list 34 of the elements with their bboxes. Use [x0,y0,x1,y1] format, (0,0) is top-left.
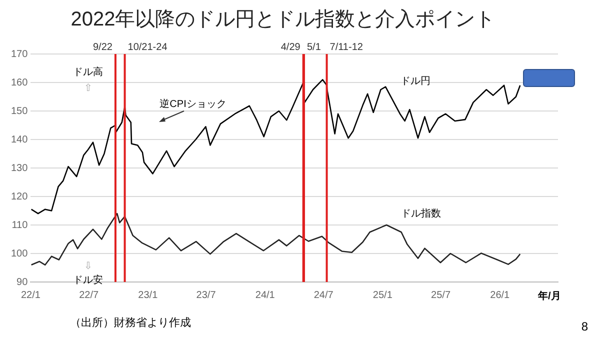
annotation: ドル安 [73,274,103,286]
x-axis-title: 年/月 [537,290,561,302]
x-tick-label: 24/7 [314,290,334,301]
text: 8 [581,319,588,334]
annotation: 逆CPIショック [160,98,226,110]
series-label: ドル指数 [400,207,441,220]
y-tick-label: 170 [10,48,28,60]
x-tick-label: 26/1 [490,290,510,301]
ref-line-label: 5/1 [306,42,322,53]
x-tick-label: 23/7 [196,290,216,301]
y-tick-label: 140 [10,134,28,146]
ref-line-label: 9/22 [92,42,113,53]
y-tick-label: 130 [10,162,28,174]
annotation: ドル高 [73,66,103,78]
x-tick-label: 25/1 [372,290,393,301]
text: （出所）財務省より作成 [70,316,191,330]
annotation: ⇧ [84,82,92,94]
y-tick-label: 120 [10,191,28,202]
annotation: ⇩ [84,260,92,272]
y-tick-label: 150 [10,106,28,117]
chart-title: 2022年以降のドル円とドル指数と介入ポイント [70,8,496,31]
y-tick-label: 90 [16,276,28,288]
series-label: ドル円 [400,76,431,88]
x-tick-label: 24/1 [255,290,276,301]
ref-line-label: 7/11-12 [330,42,364,53]
y-tick-label: 110 [12,220,28,231]
ref-line-label: 4/29 [280,42,301,53]
x-tick-label: 25/7 [431,290,451,301]
x-tick-label: 23/1 [138,290,158,301]
y-tick-label: 100 [10,248,28,260]
x-tick-label: 22/1 [20,290,41,301]
y-tick-label: 160 [10,77,28,88]
x-tick-label: 22/7 [79,290,99,301]
ref-line-label: 10/21-24 [128,42,168,53]
